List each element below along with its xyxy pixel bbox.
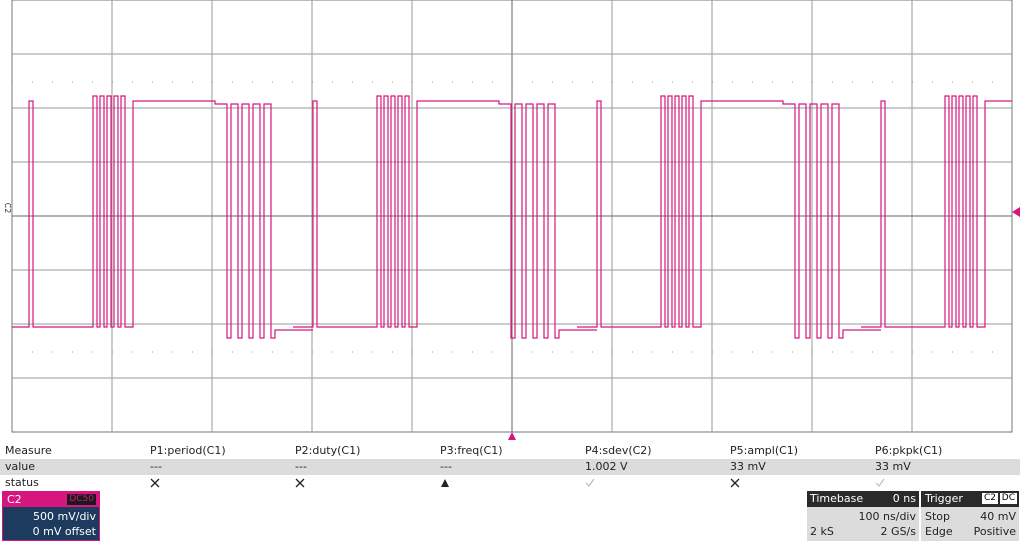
timebase-samples: 2 kS [810, 525, 834, 538]
measure-header: Measure P1:period(C1) P2:duty(C1) P3:fre… [0, 443, 1020, 459]
status-icon [730, 478, 740, 488]
param-name[interactable]: P2:duty(C1) [295, 444, 361, 457]
channel-scale: 500 mV/div [33, 510, 96, 523]
channel-box[interactable]: C2 DC50 500 mV/div 0 mV offset [2, 491, 100, 541]
channel-coupling: DC50 [67, 494, 96, 505]
row-label: value [5, 460, 36, 473]
status-icon [875, 478, 885, 487]
channel-header: C2 DC50 [3, 492, 99, 507]
param-value: --- [295, 460, 307, 473]
grid [12, 0, 1012, 432]
trigger-slope: Positive [973, 525, 1016, 538]
param-value: 33 mV [875, 460, 911, 473]
channel-name: C2 [7, 493, 22, 506]
param-name[interactable]: P4:sdev(C2) [585, 444, 652, 457]
status-icon [295, 478, 305, 488]
param-name[interactable]: P1:period(C1) [150, 444, 226, 457]
measure-title: Measure [5, 444, 52, 457]
trace-label: C2 [3, 203, 12, 214]
timebase-title: Timebase [810, 492, 864, 505]
param-name[interactable]: P5:ampl(C1) [730, 444, 799, 457]
scope-grid: C2 [3, 0, 1020, 440]
trigger-level: 40 mV [980, 510, 1016, 523]
status-icon [441, 479, 449, 487]
param-value: --- [150, 460, 162, 473]
row-label: status [5, 476, 39, 489]
status-icon [150, 478, 160, 488]
trigger-coupling: DC [999, 493, 1017, 504]
measure-values: value --- --- --- 1.002 V 33 mV 33 mV [0, 459, 1020, 475]
trigger-mode: Stop [925, 510, 951, 523]
trigger-title: Trigger [925, 492, 963, 505]
timebase-scale: 100 ns/div [858, 510, 916, 523]
timebase-box[interactable]: Timebase 0 ns 100 ns/div 2 kS 2 GS/s [807, 491, 919, 541]
param-value: 33 mV [730, 460, 766, 473]
param-name[interactable]: P3:freq(C1) [440, 444, 503, 457]
channel-offset: 0 mV offset [32, 525, 96, 538]
timebase-rate: 2 GS/s [880, 525, 916, 538]
param-value: --- [440, 460, 452, 473]
level-marker [1012, 207, 1020, 217]
trigger-type: Edge [925, 525, 953, 538]
timebase-delay: 0 ns [892, 492, 916, 505]
timebase-header: Timebase 0 ns [807, 491, 919, 507]
param-name[interactable]: P6:pkpk(C1) [875, 444, 943, 457]
status-icon [585, 478, 595, 487]
trigger-box[interactable]: Trigger C2 DC Stop 40 mV Edge Positive [921, 491, 1019, 541]
measure-status: status [0, 475, 1020, 491]
trigger-marker [508, 432, 516, 440]
param-value: 1.002 V [585, 460, 628, 473]
trigger-source: C2 [981, 493, 998, 504]
trigger-header: Trigger C2 DC [921, 491, 1019, 507]
